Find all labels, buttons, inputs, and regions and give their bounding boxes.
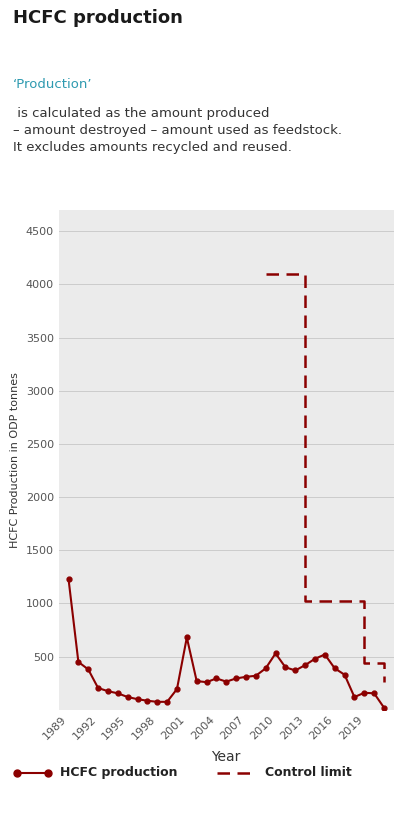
X-axis label: Year: Year	[212, 750, 241, 764]
Text: is calculated as the amount produced
– amount destroyed – amount used as feedsto: is calculated as the amount produced – a…	[13, 108, 341, 155]
Y-axis label: HCFC Production in ODP tonnes: HCFC Production in ODP tonnes	[10, 372, 20, 548]
Text: Control limit: Control limit	[265, 766, 352, 780]
Text: ‘Production’: ‘Production’	[13, 77, 92, 91]
Text: HCFC production: HCFC production	[60, 766, 177, 780]
Text: HCFC production: HCFC production	[13, 9, 182, 27]
